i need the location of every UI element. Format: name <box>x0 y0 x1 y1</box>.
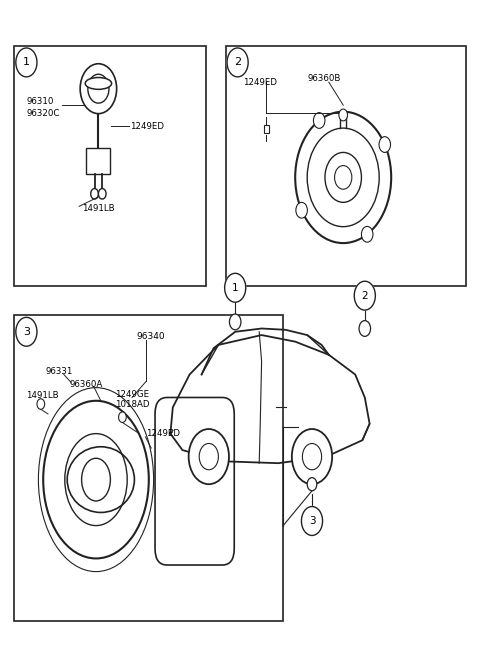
Text: 1249ED: 1249ED <box>243 78 277 87</box>
Circle shape <box>199 443 218 470</box>
Circle shape <box>98 189 106 199</box>
FancyBboxPatch shape <box>14 315 283 621</box>
Circle shape <box>313 112 325 128</box>
Text: 3: 3 <box>309 516 315 526</box>
Text: 2: 2 <box>361 290 368 301</box>
Circle shape <box>37 399 45 409</box>
Circle shape <box>16 48 37 77</box>
Circle shape <box>227 48 248 77</box>
FancyBboxPatch shape <box>14 46 206 286</box>
Circle shape <box>339 109 348 121</box>
Text: 96340: 96340 <box>137 332 166 341</box>
Circle shape <box>302 443 322 470</box>
Text: 1: 1 <box>232 283 239 293</box>
FancyBboxPatch shape <box>226 46 466 286</box>
Circle shape <box>91 189 98 199</box>
Text: 1249ED: 1249ED <box>146 429 180 438</box>
Circle shape <box>361 227 373 242</box>
Text: 1491LB: 1491LB <box>82 204 114 213</box>
Ellipse shape <box>85 78 111 89</box>
FancyBboxPatch shape <box>155 397 234 565</box>
Text: 96331: 96331 <box>46 367 73 376</box>
Circle shape <box>119 412 126 422</box>
Text: 96360B: 96360B <box>307 74 341 83</box>
Circle shape <box>229 314 241 330</box>
Text: 3: 3 <box>23 327 30 337</box>
Text: 2: 2 <box>234 57 241 68</box>
FancyBboxPatch shape <box>86 148 110 174</box>
Circle shape <box>292 429 332 484</box>
Circle shape <box>301 507 323 535</box>
Circle shape <box>307 478 317 491</box>
Text: 96360A: 96360A <box>70 380 103 389</box>
Text: 1: 1 <box>23 57 30 68</box>
Circle shape <box>189 429 229 484</box>
Text: 1491LB: 1491LB <box>26 391 59 400</box>
Circle shape <box>379 137 391 152</box>
Text: 1249ED: 1249ED <box>130 122 164 131</box>
FancyBboxPatch shape <box>264 125 269 133</box>
Circle shape <box>296 202 307 218</box>
Circle shape <box>359 321 371 336</box>
Text: 96320C: 96320C <box>26 108 60 118</box>
Text: 96310: 96310 <box>26 97 54 106</box>
Circle shape <box>225 273 246 302</box>
Circle shape <box>354 281 375 310</box>
Text: 1249GE: 1249GE <box>115 390 149 399</box>
Text: 1018AD: 1018AD <box>115 399 150 409</box>
Circle shape <box>16 317 37 346</box>
